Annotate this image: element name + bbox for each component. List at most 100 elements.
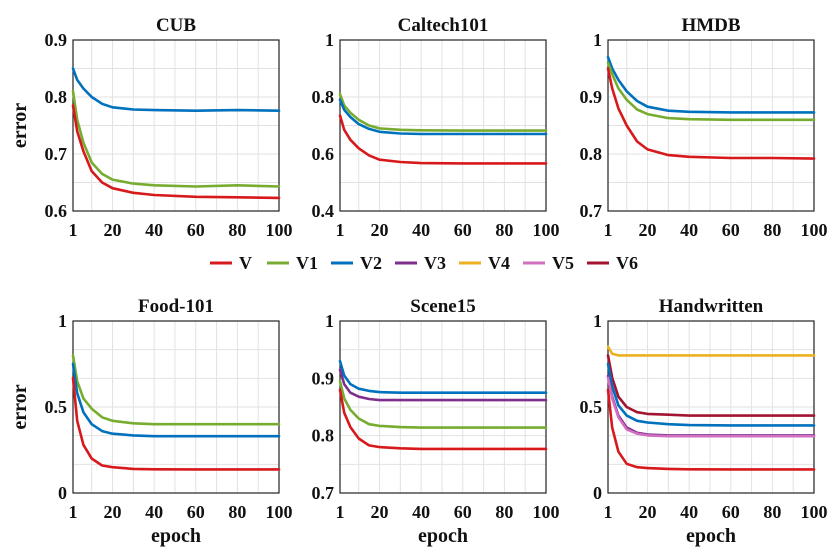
series-line-v [71, 376, 281, 471]
x-tick-label: 40 [145, 502, 163, 522]
x-axis-label: epoch [686, 525, 736, 547]
y-tick-label: 0.6 [45, 201, 68, 221]
x-tick-label: 20 [104, 220, 122, 240]
legend-label-v5: V5 [552, 253, 574, 273]
x-tick-label: 40 [412, 220, 430, 240]
x-tick-label: 20 [639, 502, 657, 522]
x-tick-label: 1 [69, 502, 78, 522]
chart-title: HMDB [681, 15, 740, 36]
legend-label-v4: V4 [488, 253, 510, 273]
axes-frame [339, 320, 547, 494]
x-tick-label: 60 [722, 220, 740, 240]
axes-frame [72, 39, 280, 212]
series-line-v [338, 388, 548, 451]
legend-label-v1: V1 [296, 253, 318, 273]
series-line-v [338, 114, 548, 165]
series-line-v1 [338, 379, 548, 429]
x-axis-label: epoch [151, 525, 201, 547]
y-tick-label: 0.9 [312, 368, 335, 388]
chart-handwritten: 1 20 40 60 80 100 0 0.5 1 Handwritten epoch [580, 296, 828, 547]
axes-frame [72, 320, 280, 494]
y-tick-label: 0.7 [45, 144, 68, 164]
y-tick-label: 0.4 [312, 201, 335, 221]
y-axis-label: error [9, 384, 31, 429]
x-tick-label: 20 [371, 220, 389, 240]
y-tick-label: 0.8 [580, 144, 603, 164]
axes-frame [607, 320, 815, 494]
y-tick-label: 0.8 [45, 87, 68, 107]
x-tick-label: 1 [69, 220, 78, 240]
series-line-v2 [338, 98, 548, 136]
chart-title: Scene15 [410, 296, 475, 317]
x-tick-label: 20 [371, 502, 389, 522]
x-tick-label: 80 [228, 220, 246, 240]
series-line-v3 [338, 368, 548, 402]
chart-caltech101: 1 20 40 60 80 100 0.4 0.6 0.8 1 Caltech101 [312, 15, 560, 240]
x-tick-label: 80 [495, 220, 513, 240]
x-tick-label: 100 [266, 502, 293, 522]
y-tick-label: 1 [325, 30, 334, 50]
x-tick-label: 100 [801, 220, 828, 240]
x-tick-label: 20 [104, 502, 122, 522]
x-tick-label: 40 [680, 502, 698, 522]
y-tick-label: 1 [593, 311, 602, 331]
series-line-v6 [606, 354, 816, 417]
series-line-v1 [71, 90, 281, 188]
x-tick-label: 60 [454, 220, 472, 240]
x-tick-label: 1 [604, 220, 613, 240]
y-tick-label: 0.5 [580, 397, 603, 417]
x-tick-label: 80 [763, 220, 781, 240]
x-tick-label: 1 [604, 502, 613, 522]
series-line-v [71, 104, 281, 200]
series-line-v1 [71, 354, 281, 426]
series-line-v2 [71, 67, 281, 112]
series-line-v2 [606, 55, 816, 114]
x-tick-label: 60 [454, 502, 472, 522]
y-tick-label: 1 [58, 311, 67, 331]
y-tick-label: 0.7 [312, 483, 335, 503]
y-tick-label: 0.8 [312, 426, 335, 446]
x-axis-label: epoch [418, 525, 468, 547]
x-tick-label: 100 [266, 220, 293, 240]
chart-cub: 1 20 40 60 80 100 0.6 0.7 0.8 0.9 CUB error [9, 15, 293, 240]
x-tick-label: 60 [187, 502, 205, 522]
legend-label-v3: V3 [424, 253, 446, 273]
chart-scene15: 1 20 40 60 80 100 0.7 0.8 0.9 1 Scene15 epoch [312, 296, 560, 547]
y-tick-label: 0.9 [580, 87, 603, 107]
x-tick-label: 60 [722, 502, 740, 522]
series-line-v [606, 67, 816, 160]
x-tick-label: 100 [533, 502, 560, 522]
x-tick-label: 1 [336, 502, 345, 522]
x-tick-label: 40 [145, 220, 163, 240]
legend-label-v2: V2 [360, 253, 382, 273]
y-tick-label: 0.6 [312, 144, 335, 164]
chart-title: CUB [156, 15, 196, 36]
x-tick-label: 1 [336, 220, 345, 240]
chart-title: Food-101 [138, 296, 214, 317]
x-tick-label: 80 [495, 502, 513, 522]
y-tick-label: 0 [58, 483, 67, 503]
chart-title: Caltech101 [398, 15, 489, 36]
series-line-v2 [606, 362, 816, 427]
chart-hmdb: 1 20 40 60 80 100 0.7 0.8 0.9 1 HMDB [580, 15, 828, 240]
series-line-v4 [606, 345, 816, 357]
series-line-v2 [338, 359, 548, 395]
series-line-v [606, 388, 816, 471]
x-tick-label: 40 [680, 220, 698, 240]
y-tick-label: 0.7 [580, 201, 603, 221]
y-tick-label: 0 [593, 483, 602, 503]
y-tick-label: 0.9 [45, 30, 68, 50]
axes-frame [607, 39, 815, 212]
y-tick-label: 1 [593, 30, 602, 50]
series-line-v1 [338, 92, 548, 132]
x-tick-label: 60 [187, 220, 205, 240]
x-tick-label: 80 [228, 502, 246, 522]
y-axis-label: error [9, 103, 31, 148]
chart-title: Handwritten [659, 296, 764, 317]
series-line-v5 [606, 376, 816, 438]
y-tick-label: 0.8 [312, 87, 335, 107]
series-line-v2 [71, 362, 281, 438]
legend-label-v: V [239, 253, 252, 273]
x-tick-label: 20 [639, 220, 657, 240]
